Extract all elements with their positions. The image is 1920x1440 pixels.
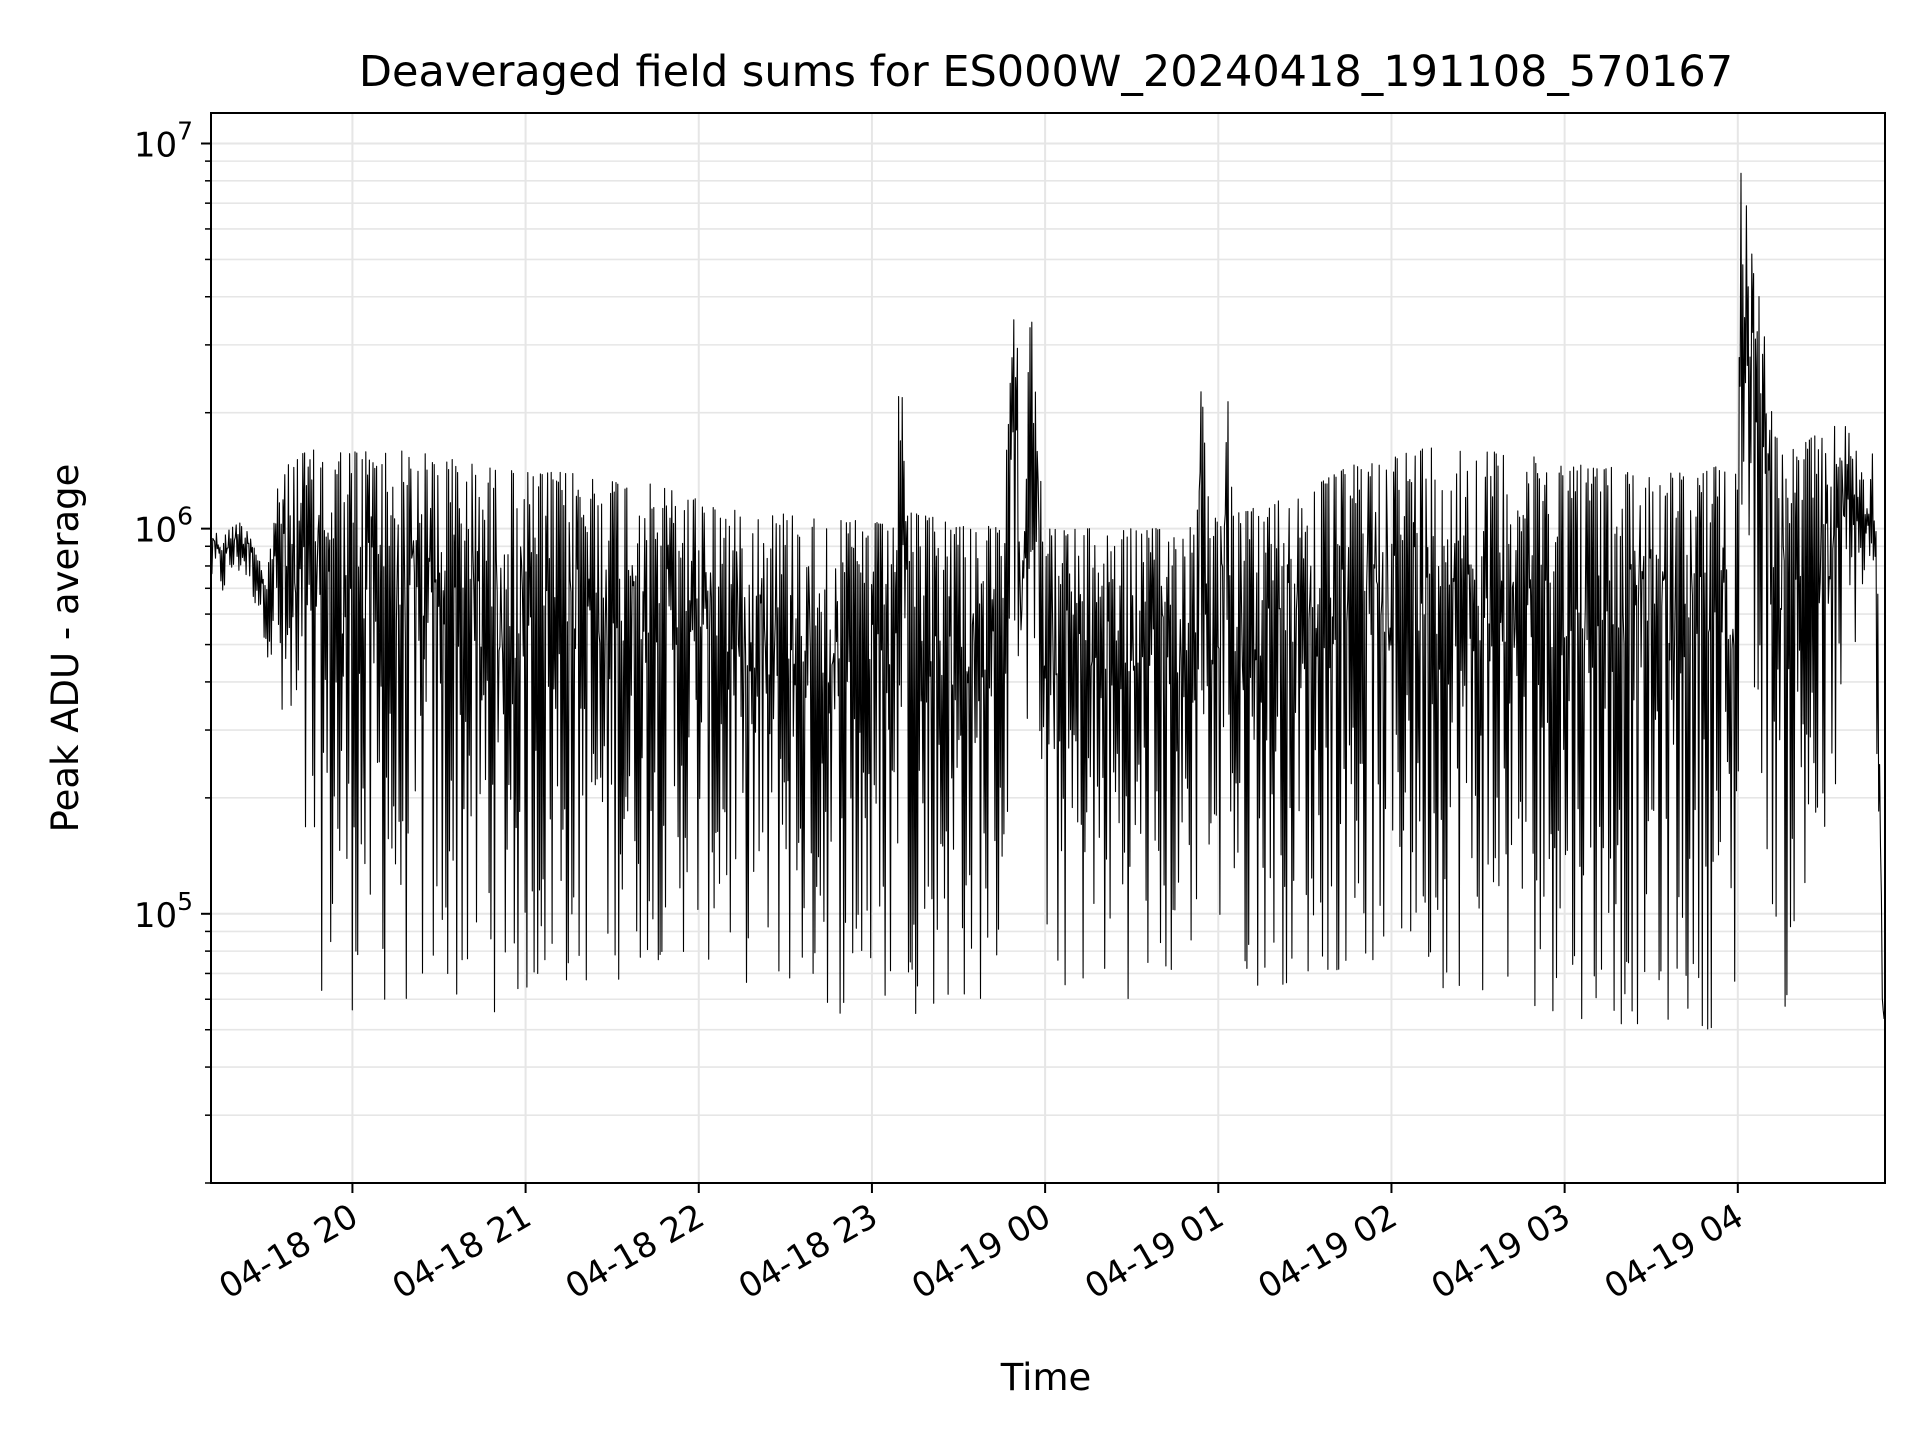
y-tick-label: 105: [134, 887, 193, 936]
y-axis: 105 106 107: [134, 116, 211, 1184]
chart-title: Deaveraged field sums for ES000W_2024041…: [359, 47, 1733, 97]
y-tick-label: 107: [134, 116, 193, 165]
y-tick-label: 106: [134, 502, 193, 551]
plot-frame: [210, 112, 1886, 1184]
series: [210, 172, 1885, 1030]
x-axis-label: Time: [1000, 1356, 1092, 1399]
series-line: [210, 172, 1885, 1030]
y-axis-label: Peak ADU - average: [44, 464, 87, 833]
